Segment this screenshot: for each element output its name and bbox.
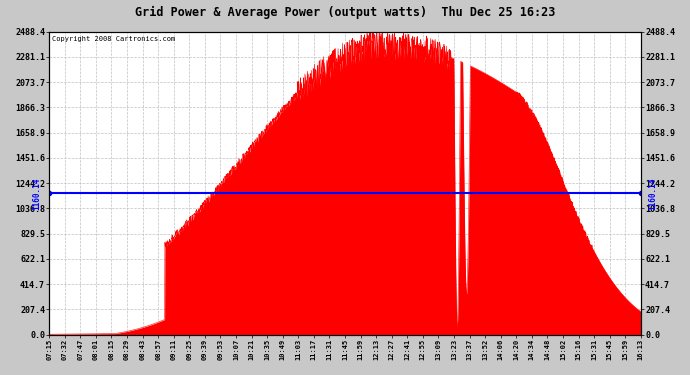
Text: 1160.14: 1160.14 [649,177,658,210]
Text: Grid Power & Average Power (output watts)  Thu Dec 25 16:23: Grid Power & Average Power (output watts… [135,6,555,19]
Text: 1160.14: 1160.14 [32,177,41,210]
Text: Copyright 2008 Cartronics.com: Copyright 2008 Cartronics.com [52,36,175,42]
